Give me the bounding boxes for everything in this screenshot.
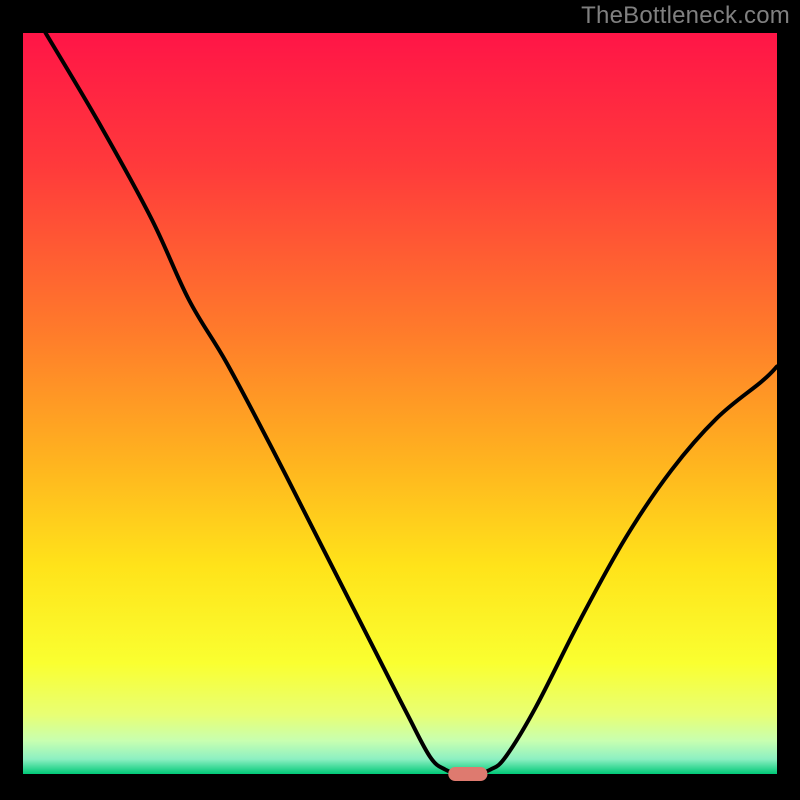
bottleneck-chart	[0, 0, 800, 800]
optimal-marker	[448, 767, 487, 781]
plot-background	[23, 33, 777, 774]
